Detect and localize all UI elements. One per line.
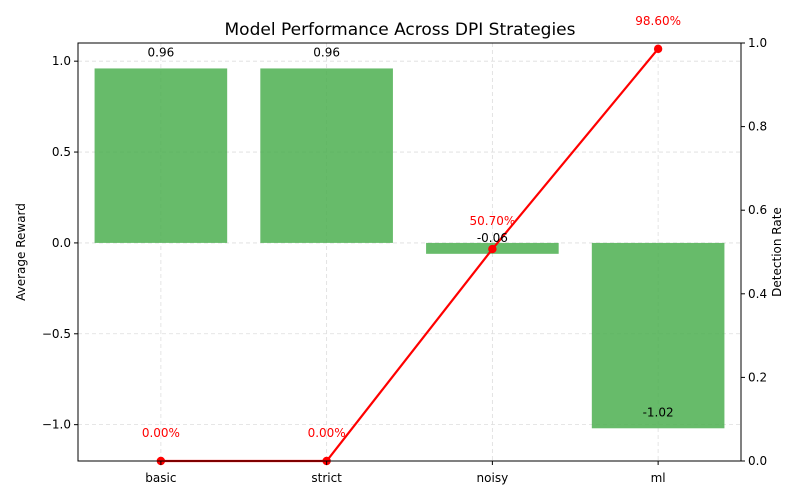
y-tick-label-left: 0.0 <box>52 236 71 250</box>
x-tick-label-ml: ml <box>651 471 666 485</box>
detection-value-label-ml: 98.60% <box>635 14 681 28</box>
y-tick-label-right: 0.4 <box>748 287 767 301</box>
bars <box>94 68 725 429</box>
bar-ml <box>591 242 725 429</box>
bar-value-label-ml: -1.02 <box>643 405 674 419</box>
bar-strict <box>260 68 393 243</box>
detection-value-label-strict: 0.00% <box>308 426 346 440</box>
y-tick-label-right: 0.6 <box>748 203 767 217</box>
bar-basic <box>94 68 228 243</box>
x-tick-label-noisy: noisy <box>477 471 509 485</box>
bar-value-label-noisy: -0.06 <box>477 231 508 245</box>
y-tick-label-right: 0.2 <box>748 370 767 384</box>
detection-value-label-basic: 0.00% <box>142 426 180 440</box>
detection-point-ml <box>653 44 663 54</box>
x-tick-label-strict: strict <box>311 471 342 485</box>
chart-title: Model Performance Across DPI Strategies <box>225 20 576 40</box>
detection-point-noisy <box>488 244 497 254</box>
x-tick-label-basic: basic <box>145 471 176 485</box>
y-tick-label-left: 0.5 <box>52 145 71 159</box>
y-tick-label-left: −0.5 <box>42 327 71 341</box>
bar-value-label-strict: 0.96 <box>313 45 340 59</box>
y-tick-label-right: 1.0 <box>748 36 767 50</box>
y-tick-label-left: 1.0 <box>52 54 71 68</box>
y-axis-left-label: Average Reward <box>14 203 28 301</box>
y-tick-label-left: −1.0 <box>42 418 71 432</box>
y-tick-label-right: 0.0 <box>748 454 767 468</box>
plot-frame <box>77 42 742 462</box>
y-axis-right-label: Detection Rate <box>770 207 784 297</box>
axes: −1.0 −0.5 0.0 0.5 1.0 0.0 0.2 0.4 0.6 0.8 1.0 basic… <box>42 36 767 485</box>
data-labels: 0.96 0.96 -0.06 -1.02 0.00% 0.00% 50.70% 98.60% <box>142 14 681 440</box>
bar-value-label-basic: 0.96 <box>148 45 175 59</box>
detection-value-label-noisy: 50.70% <box>469 214 515 228</box>
y-tick-label-right: 0.8 <box>748 120 767 134</box>
grid <box>78 43 741 461</box>
